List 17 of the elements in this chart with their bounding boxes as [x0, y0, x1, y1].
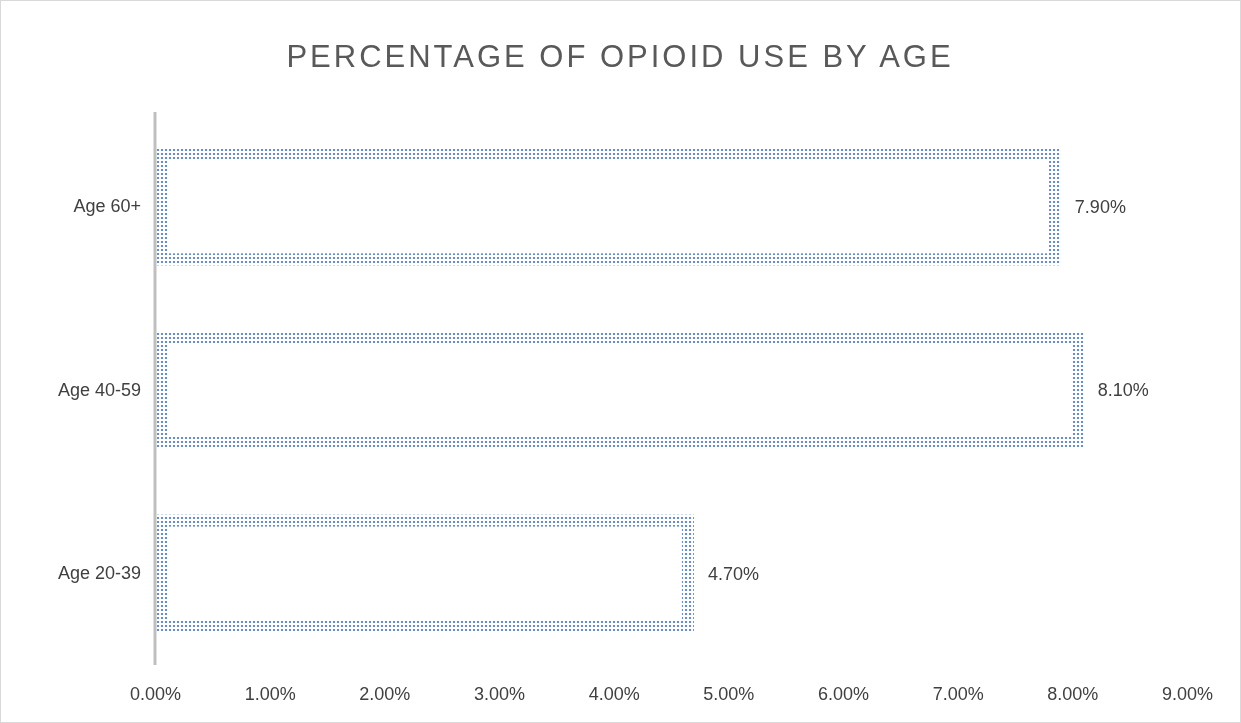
- y-tick-label: Age 40-59: [57, 379, 141, 400]
- x-tick-label: 1.00%: [244, 683, 296, 704]
- x-tick-label: 3.00%: [473, 683, 526, 704]
- x-tick-label: 6.00%: [817, 683, 870, 704]
- x-tick-label: 5.00%: [703, 683, 755, 704]
- x-tick-label: 9.00%: [1161, 683, 1214, 704]
- data-label: 8.10%: [1097, 380, 1149, 401]
- x-tick-label: 7.00%: [932, 683, 984, 704]
- y-tick-label: Age 20-39: [57, 563, 141, 584]
- x-tick-label: 2.00%: [359, 683, 411, 704]
- data-label: 4.70%: [707, 563, 759, 584]
- x-tick-label: 8.00%: [1047, 683, 1099, 704]
- y-tick-label: Age 60+: [73, 196, 141, 217]
- x-tick-label: 0.00%: [129, 683, 182, 704]
- chart-title: PERCENTAGE OF OPIOID USE BY AGE: [286, 39, 954, 74]
- data-label: 7.90%: [1074, 196, 1126, 217]
- x-tick-label: 4.00%: [588, 683, 640, 704]
